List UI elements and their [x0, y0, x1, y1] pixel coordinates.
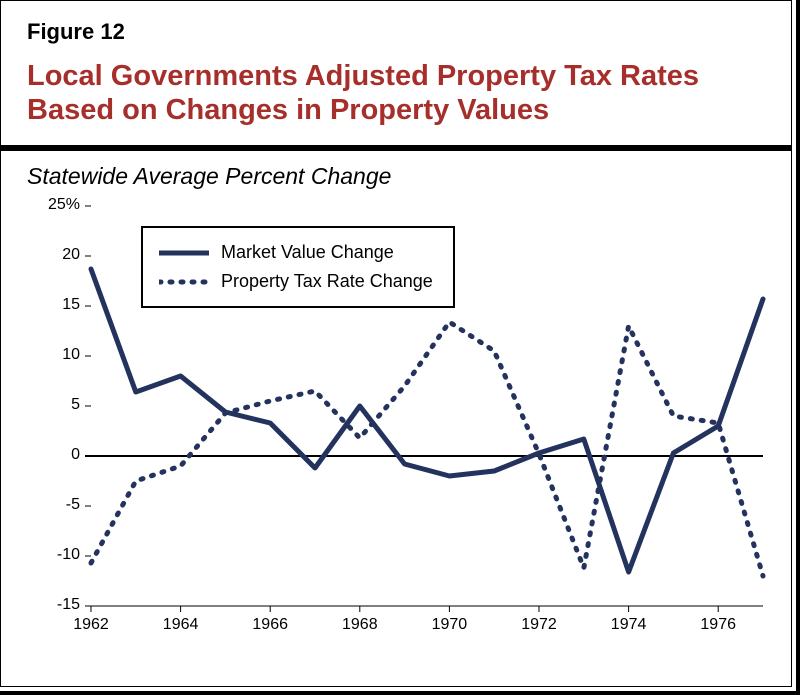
y-tick-label: -15: [20, 596, 80, 614]
figure-title: Local Governments Adjusted Property Tax …: [27, 59, 765, 127]
x-tick-label: 1966: [245, 616, 295, 634]
x-tick-label: 1962: [66, 616, 116, 634]
legend-label: Property Tax Rate Change: [221, 271, 433, 292]
y-tick-label: -5: [20, 496, 80, 514]
y-tick-label: 0: [20, 446, 80, 464]
y-tick-label: -10: [20, 546, 80, 564]
y-tick-label: 10: [20, 346, 80, 364]
figure-header: Figure 12 Local Governments Adjusted Pro…: [1, 1, 791, 135]
figure-title-line2: Based on Changes in Property Values: [27, 94, 549, 126]
y-tick-label: 25%: [20, 196, 80, 214]
legend-swatch-solid: [159, 246, 209, 260]
legend-label: Market Value Change: [221, 242, 394, 263]
x-tick-label: 1974: [604, 616, 654, 634]
legend-swatch-dotted: [159, 275, 209, 289]
figure-inner: Figure 12 Local Governments Adjusted Pro…: [0, 0, 792, 687]
x-tick-label: 1964: [156, 616, 206, 634]
legend-item-tax-rate: Property Tax Rate Change: [157, 267, 435, 296]
legend-item-market-value: Market Value Change: [157, 238, 435, 267]
figure-label: Figure 12: [27, 19, 765, 45]
chart-legend: Market Value Change Property Tax Rate Ch…: [141, 226, 455, 308]
chart-area: Market Value Change Property Tax Rate Ch…: [1, 196, 793, 656]
y-tick-label: 15: [20, 296, 80, 314]
x-tick-label: 1976: [693, 616, 743, 634]
figure-subtitle: Statewide Average Percent Change: [1, 151, 791, 196]
x-tick-label: 1968: [335, 616, 385, 634]
y-tick-label: 20: [20, 246, 80, 264]
x-tick-label: 1970: [424, 616, 474, 634]
x-tick-label: 1972: [514, 616, 564, 634]
figure-title-line1: Local Governments Adjusted Property Tax …: [27, 60, 699, 92]
y-tick-label: 5: [20, 396, 80, 414]
figure-outer: Figure 12 Local Governments Adjusted Pro…: [0, 0, 800, 695]
